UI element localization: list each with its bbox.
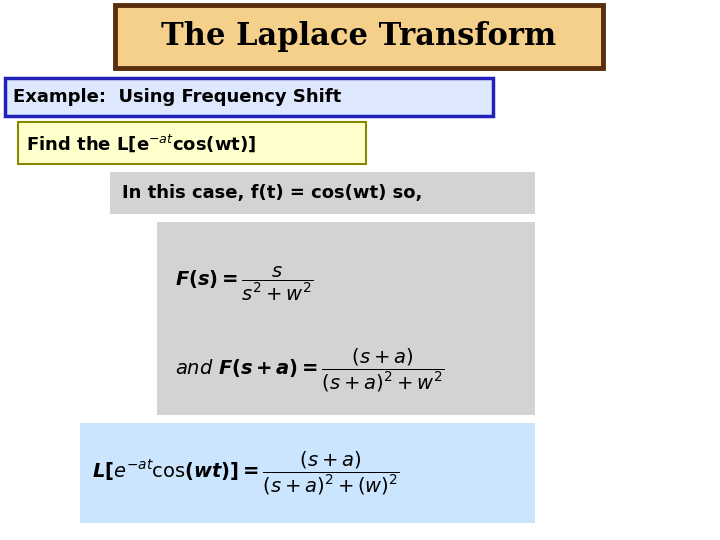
FancyBboxPatch shape (157, 222, 535, 415)
FancyBboxPatch shape (110, 172, 535, 214)
FancyBboxPatch shape (18, 122, 366, 164)
Text: $\boldsymbol{L[e^{-at}\cos(wt)]=\dfrac{(s+a)}{(s+a)^2+(w)^2}}$: $\boldsymbol{L[e^{-at}\cos(wt)]=\dfrac{(… (92, 449, 400, 497)
Text: $\boldsymbol{F(s)=\dfrac{s}{s^2+w^2}}$: $\boldsymbol{F(s)=\dfrac{s}{s^2+w^2}}$ (175, 265, 314, 303)
Text: Example:  Using Frequency Shift: Example: Using Frequency Shift (13, 88, 341, 106)
FancyBboxPatch shape (5, 78, 493, 116)
FancyBboxPatch shape (115, 5, 603, 68)
Text: $\mathit{and}\ \boldsymbol{F(s+a)=\dfrac{(s+a)}{(s+a)^2+w^2}}$: $\mathit{and}\ \boldsymbol{F(s+a)=\dfrac… (175, 346, 444, 394)
Text: The Laplace Transform: The Laplace Transform (161, 21, 557, 52)
FancyBboxPatch shape (80, 423, 535, 523)
Text: Find the L[e$^{-at}$cos(wt)]: Find the L[e$^{-at}$cos(wt)] (26, 132, 256, 154)
Text: In this case, f(t) = cos(wt) so,: In this case, f(t) = cos(wt) so, (122, 184, 423, 202)
